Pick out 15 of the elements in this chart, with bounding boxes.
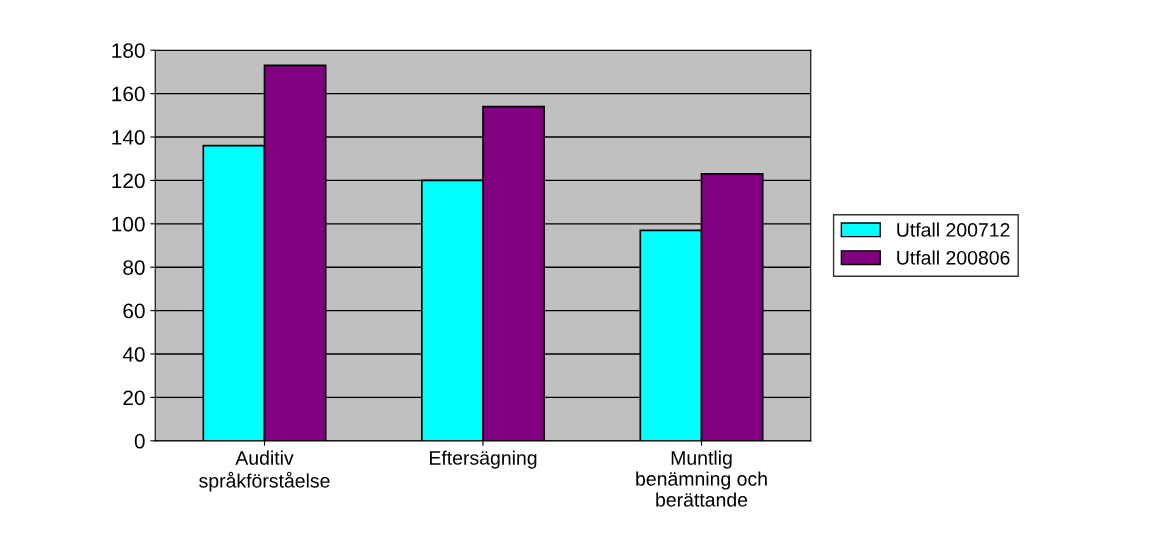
y-tick-label: 160 bbox=[112, 86, 145, 102]
x-tick-label: Muntlig benämning och berättande bbox=[636, 450, 767, 507]
y-tick-label: 60 bbox=[123, 303, 145, 319]
y-tick-label: 80 bbox=[123, 260, 145, 275]
y-tick-label: 120 bbox=[112, 173, 145, 189]
y-tick-label: 140 bbox=[112, 130, 145, 145]
x-tick-label: Auditiv språkförståelse bbox=[199, 450, 330, 492]
y-tick-label: 20 bbox=[123, 390, 145, 406]
legend-label: Utfall 200806 bbox=[897, 250, 1010, 265]
y-tick-label: 40 bbox=[122, 347, 145, 362]
x-tick-label: Eftersägning bbox=[430, 450, 537, 469]
legend-label: Utfall 200712 bbox=[897, 222, 1010, 237]
y-tick-label: 100 bbox=[112, 216, 145, 232]
y-tick-label: 180 bbox=[112, 43, 145, 58]
y-tick-label: 0 bbox=[134, 433, 145, 449]
